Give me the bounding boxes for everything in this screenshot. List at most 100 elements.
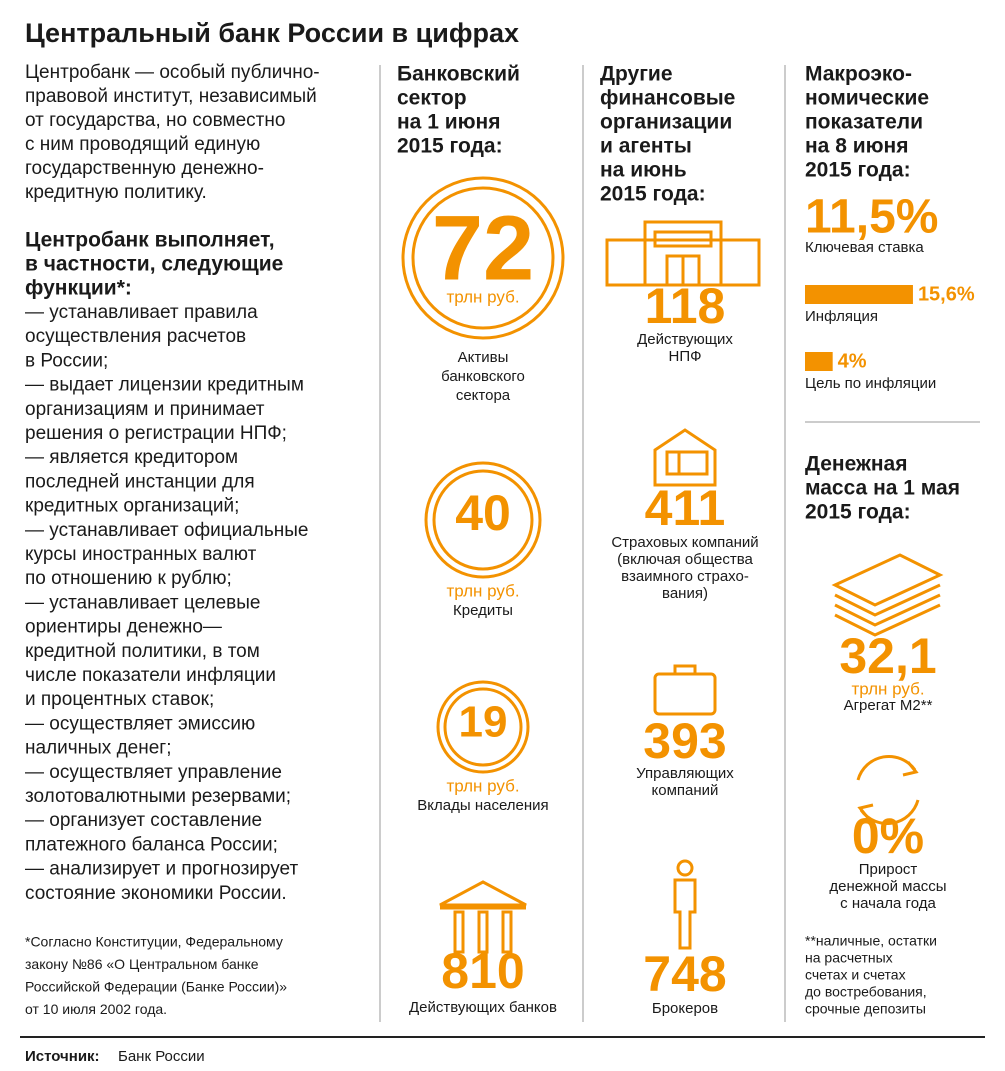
- intro-line: с ним проводящий единую: [25, 134, 260, 155]
- function-line: — осуществляет управление: [25, 762, 282, 783]
- heading: 2015 года:: [397, 135, 503, 158]
- caption: денежной массы: [829, 878, 946, 895]
- intro-line: правовой институт, независимый: [25, 86, 317, 107]
- heading: Банковский: [397, 63, 520, 86]
- source-label: Источник:: [25, 1048, 100, 1065]
- heading: и агенты: [600, 135, 692, 158]
- big-number: 72: [432, 197, 534, 299]
- bar-label: 15,6%: [918, 283, 975, 305]
- big-number: 0%: [852, 808, 924, 864]
- briefcase-icon: [653, 664, 717, 716]
- function-line: курсы иностранных валют: [25, 544, 257, 565]
- function-line: наличных денег;: [25, 738, 172, 759]
- caption: банковского: [441, 368, 525, 385]
- footnote: **наличные, остатки: [805, 933, 937, 949]
- function-line: — организует составление: [25, 810, 262, 831]
- caption: Действующих: [637, 331, 733, 348]
- function-line: — является кредитором: [25, 447, 238, 468]
- caption: компаний: [652, 782, 719, 799]
- footnote: счетах и счетах: [805, 967, 906, 983]
- heading: номические: [805, 87, 929, 110]
- footnote: срочные депозиты: [805, 1001, 926, 1017]
- heading: 2015 года:: [600, 183, 706, 206]
- person-icon: [673, 859, 697, 950]
- intro-line: Центробанк — особый публично-: [25, 62, 320, 83]
- function-line: ориентиры денежно—: [25, 617, 222, 638]
- caption: Кредиты: [453, 602, 513, 619]
- heading: Другие: [600, 63, 673, 86]
- footnote: *Согласно Конституции, Федеральному: [25, 934, 283, 950]
- caption: Агрегат М2**: [844, 697, 933, 714]
- heading: масса на 1 мая: [805, 477, 960, 500]
- function-line: в России;: [25, 350, 108, 371]
- footnote: на расчетных: [805, 950, 893, 966]
- caption: Инфляция: [805, 308, 878, 325]
- building-icon: [605, 220, 761, 287]
- big-number: 11,5%: [805, 191, 938, 244]
- footnote: Российской Федерации (Банке России)»: [25, 979, 287, 995]
- caption: Брокеров: [652, 1000, 718, 1017]
- bar-label: 4%: [838, 350, 867, 372]
- heading: 2015 года:: [805, 159, 911, 182]
- unit: трлн руб.: [446, 776, 519, 795]
- heading: функции*:: [25, 277, 132, 300]
- function-line: платежного баланса России;: [25, 834, 278, 855]
- unit: трлн руб.: [446, 581, 519, 600]
- function-line: — устанавливает целевые: [25, 592, 260, 613]
- house-icon: [653, 428, 717, 487]
- caption: Вклады населения: [417, 797, 548, 814]
- footnote: до востребования,: [805, 984, 927, 1000]
- caption: (включая общества: [617, 551, 753, 568]
- coin-icon: [401, 176, 565, 774]
- big-number: 118: [645, 278, 726, 334]
- heading: Денежная: [805, 453, 908, 476]
- big-number: 748: [643, 946, 726, 1002]
- function-line: золотовалютными резервами;: [25, 786, 291, 807]
- heading: на июнь: [600, 159, 687, 182]
- heading: Центробанк выполняет,: [25, 229, 275, 252]
- big-number: 32,1: [839, 628, 936, 684]
- heading: организации: [600, 111, 732, 134]
- cycle-icon: [856, 754, 920, 826]
- intro-line: кредитную политику.: [25, 182, 207, 203]
- function-line: числе показатели инфляции: [25, 665, 276, 686]
- function-line: последней инстанции для: [25, 471, 255, 492]
- function-line: — устанавливает официальные: [25, 520, 308, 541]
- money-icon: [831, 553, 944, 637]
- big-number: 19: [459, 698, 508, 747]
- bar: [805, 352, 833, 371]
- caption: Прирост: [859, 861, 918, 878]
- intro-line: от государства, но совместно: [25, 110, 285, 131]
- big-number: 393: [643, 713, 726, 769]
- function-line: и процентных ставок;: [25, 689, 214, 710]
- caption: Действующих банков: [409, 999, 557, 1016]
- caption: Ключевая ставка: [805, 239, 924, 256]
- function-line: кредитной политики, в том: [25, 641, 260, 662]
- function-line: осуществления расчетов: [25, 326, 246, 347]
- function-line: по отношению к рублю;: [25, 568, 232, 589]
- intro-line: государственную денежно-: [25, 158, 264, 179]
- big-number: 411: [645, 480, 726, 536]
- heading: на 1 июня: [397, 111, 501, 134]
- big-number: 40: [455, 485, 511, 541]
- title: Центральный банк России в цифрах: [25, 18, 519, 48]
- bank-icon: [439, 880, 527, 954]
- function-line: — выдает лицензии кредитным: [25, 375, 304, 396]
- heading: Макроэко-: [805, 63, 912, 86]
- caption: с начала года: [840, 895, 936, 912]
- caption: Цель по инфляции: [805, 375, 936, 392]
- footnote: закону №86 «О Центральном банке: [25, 956, 259, 972]
- unit: трлн руб.: [446, 287, 519, 306]
- caption: НПФ: [668, 348, 701, 365]
- function-line: — осуществляет эмиссию: [25, 713, 255, 734]
- footnote: от 10 июля 2002 года.: [25, 1001, 167, 1017]
- caption: Страховых компаний: [611, 534, 758, 551]
- heading: финансовые: [600, 87, 735, 110]
- source: Банк России: [118, 1048, 205, 1065]
- function-line: состояние экономики России.: [25, 883, 287, 904]
- function-line: кредитных организаций;: [25, 496, 239, 517]
- caption: сектора: [456, 387, 511, 404]
- heading: показатели: [805, 111, 923, 134]
- function-line: организациям и принимает: [25, 399, 265, 420]
